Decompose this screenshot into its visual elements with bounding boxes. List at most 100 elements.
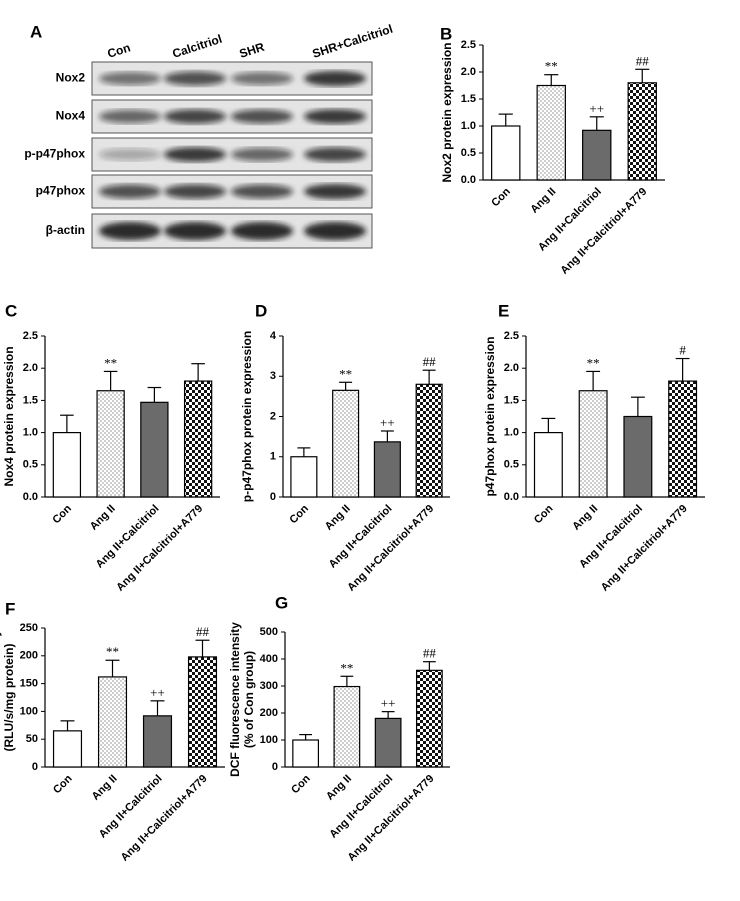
bar xyxy=(582,129,612,181)
y-axis-label: Nox4 protein expression xyxy=(2,346,16,486)
row-label: p47phox xyxy=(36,184,86,198)
y-tick-label: 0.5 xyxy=(504,459,519,471)
bar xyxy=(52,432,82,498)
x-tick-label: Ang II+Calcitriol+A779 xyxy=(345,503,436,594)
y-tick-label: 2 xyxy=(270,410,276,422)
band xyxy=(231,147,293,162)
y-tick-label: 200 xyxy=(260,707,278,719)
bar xyxy=(140,401,169,498)
y-tick-label: 2.5 xyxy=(23,330,38,342)
bar xyxy=(627,82,657,181)
significance: ++ xyxy=(380,415,395,430)
x-tick-label: Ang II+Calcitriol+A779 xyxy=(558,186,649,277)
y-tick-label: 0 xyxy=(272,761,278,773)
band xyxy=(231,109,293,124)
significance: ** xyxy=(106,644,119,659)
band xyxy=(164,109,226,124)
y-tick-label: 0.0 xyxy=(504,491,519,503)
row-label: β-actin xyxy=(46,223,85,237)
y-tick-label: 2.0 xyxy=(504,362,519,374)
y-tick-label: 0 xyxy=(270,491,276,503)
lane-label: SHR xyxy=(238,40,267,61)
y-tick-label: 200 xyxy=(20,650,38,662)
bar xyxy=(333,685,361,768)
significance: ## xyxy=(196,624,210,639)
y-axis-label: (RLU/s/mg protein) xyxy=(2,644,16,752)
y-tick-label: 50 xyxy=(26,733,38,745)
lane-label: Calcitriol xyxy=(171,32,224,61)
panel-label: C xyxy=(5,301,17,320)
band xyxy=(99,109,161,124)
panel-label: A xyxy=(30,22,42,41)
bar xyxy=(415,669,443,768)
y-tick-label: 4 xyxy=(270,330,277,342)
significance: ## xyxy=(423,646,437,661)
significance: ## xyxy=(636,53,650,68)
significance: ## xyxy=(423,354,437,369)
bar xyxy=(52,730,83,768)
band xyxy=(231,184,293,199)
y-tick-label: 2.0 xyxy=(23,362,38,374)
panel-label: F xyxy=(5,599,15,618)
lane-label: SHR+Calcitriol xyxy=(311,22,395,61)
bar xyxy=(142,715,173,768)
y-tick-label: 1.5 xyxy=(23,394,38,406)
band xyxy=(164,184,226,199)
panel-label: B xyxy=(440,24,452,43)
row-label: p-p47phox xyxy=(24,147,85,161)
significance: ++ xyxy=(589,101,604,116)
x-tick-label: Ang II xyxy=(528,186,558,216)
y-axis-label: NADPH oxidase activity xyxy=(0,629,2,765)
bar xyxy=(536,84,566,181)
significance: ** xyxy=(587,355,600,370)
bar xyxy=(533,432,563,498)
bar xyxy=(578,390,608,498)
band xyxy=(231,71,293,86)
band xyxy=(304,109,366,124)
y-tick-label: 1.0 xyxy=(23,427,38,439)
x-tick-label: Ang II xyxy=(323,503,353,533)
significance: ** xyxy=(339,366,352,381)
y-tick-label: 1.5 xyxy=(504,394,519,406)
panel-label: E xyxy=(498,301,509,320)
y-axis-label: p-p47phox protein expression xyxy=(240,331,254,502)
y-tick-label: 100 xyxy=(20,705,38,717)
x-tick-label: Ang II+Calcitriol+A779 xyxy=(599,503,690,594)
bar xyxy=(96,390,125,498)
y-tick-label: 150 xyxy=(20,678,38,690)
y-tick-label: 0.0 xyxy=(461,174,476,186)
bar xyxy=(183,380,213,498)
bar xyxy=(491,125,521,181)
y-tick-label: 2.5 xyxy=(461,39,476,51)
panel-label: G xyxy=(275,593,288,612)
band xyxy=(99,222,161,240)
y-axis-label: (% of Con group) xyxy=(242,651,256,748)
western-blot: A Con Calcitriol SHR SHR+Calcitriol Nox2 Nox4 p… xyxy=(24,22,395,249)
band xyxy=(99,184,161,199)
y-tick-label: 0.5 xyxy=(23,459,38,471)
x-tick-label: Ang II xyxy=(88,503,118,533)
significance: ** xyxy=(340,660,353,675)
x-tick-label: Ang II xyxy=(570,503,600,533)
band xyxy=(164,147,226,162)
x-tick-label: Con xyxy=(289,772,313,796)
band xyxy=(99,148,161,161)
bar xyxy=(97,676,128,768)
x-tick-label: Ang II+Calcitriol+A779 xyxy=(114,503,205,594)
bar xyxy=(374,717,402,768)
y-tick-label: 2.5 xyxy=(504,330,519,342)
bar xyxy=(332,389,360,498)
y-tick-label: 1.0 xyxy=(461,120,476,132)
bar xyxy=(623,415,653,498)
significance: ** xyxy=(104,355,117,370)
row-label: Nox2 xyxy=(56,71,86,85)
significance: ++ xyxy=(381,696,396,711)
x-tick-label: Con xyxy=(51,772,75,796)
y-tick-label: 0 xyxy=(32,761,38,773)
bar xyxy=(415,383,443,498)
row-label: Nox4 xyxy=(56,109,86,123)
y-tick-label: 0.5 xyxy=(461,147,476,159)
x-tick-label: Ang II+Calcitriol+A779 xyxy=(346,773,437,864)
x-tick-label: Con xyxy=(532,502,556,526)
